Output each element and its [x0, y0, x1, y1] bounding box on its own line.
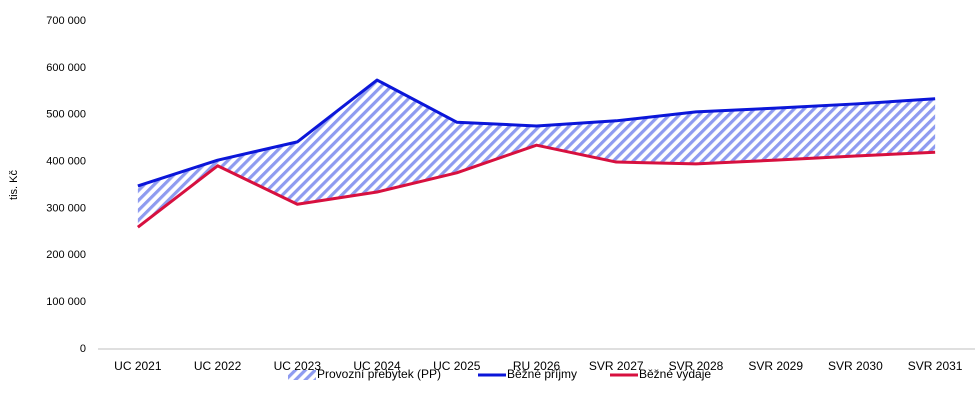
- legend-swatch: [288, 370, 316, 380]
- x-tick-label: UC 2024: [353, 359, 401, 373]
- legend-label: Provozní přebytek (PP): [317, 367, 441, 381]
- legend-label: Běžné příjmy: [507, 367, 577, 381]
- x-tick-label: UC 2022: [194, 359, 242, 373]
- y-tick-label: 100 000: [46, 296, 86, 308]
- x-tick-label: UC 2023: [274, 359, 322, 373]
- y-tick-label: 300 000: [46, 202, 86, 214]
- x-tick-label: SVR 2028: [669, 359, 724, 373]
- x-tick-label: SVR 2030: [828, 359, 883, 373]
- x-tick-label: UC 2025: [433, 359, 481, 373]
- y-tick-label: 0: [80, 343, 86, 355]
- line: [137, 78, 936, 188]
- x-tick-label: SVR 2027: [589, 359, 644, 373]
- y-tick-label: 600 000: [46, 62, 86, 74]
- x-tick-label: SVR 2031: [908, 359, 963, 373]
- area: [137, 80, 936, 228]
- y-tick-label: 500 000: [46, 109, 86, 121]
- y-axis-label: tis. Kč: [8, 170, 20, 200]
- y-tick-label: 200 000: [46, 249, 86, 261]
- line: [136, 143, 936, 229]
- x-tick-label: SVR 2029: [748, 359, 803, 373]
- x-tick-label: RU 2026: [513, 359, 561, 373]
- y-tick-label: 400 000: [46, 155, 86, 167]
- y-tick-label: 700 000: [46, 15, 86, 27]
- legend-label: Běžné výdaje: [639, 367, 711, 381]
- x-tick-label: UC 2021: [114, 359, 162, 373]
